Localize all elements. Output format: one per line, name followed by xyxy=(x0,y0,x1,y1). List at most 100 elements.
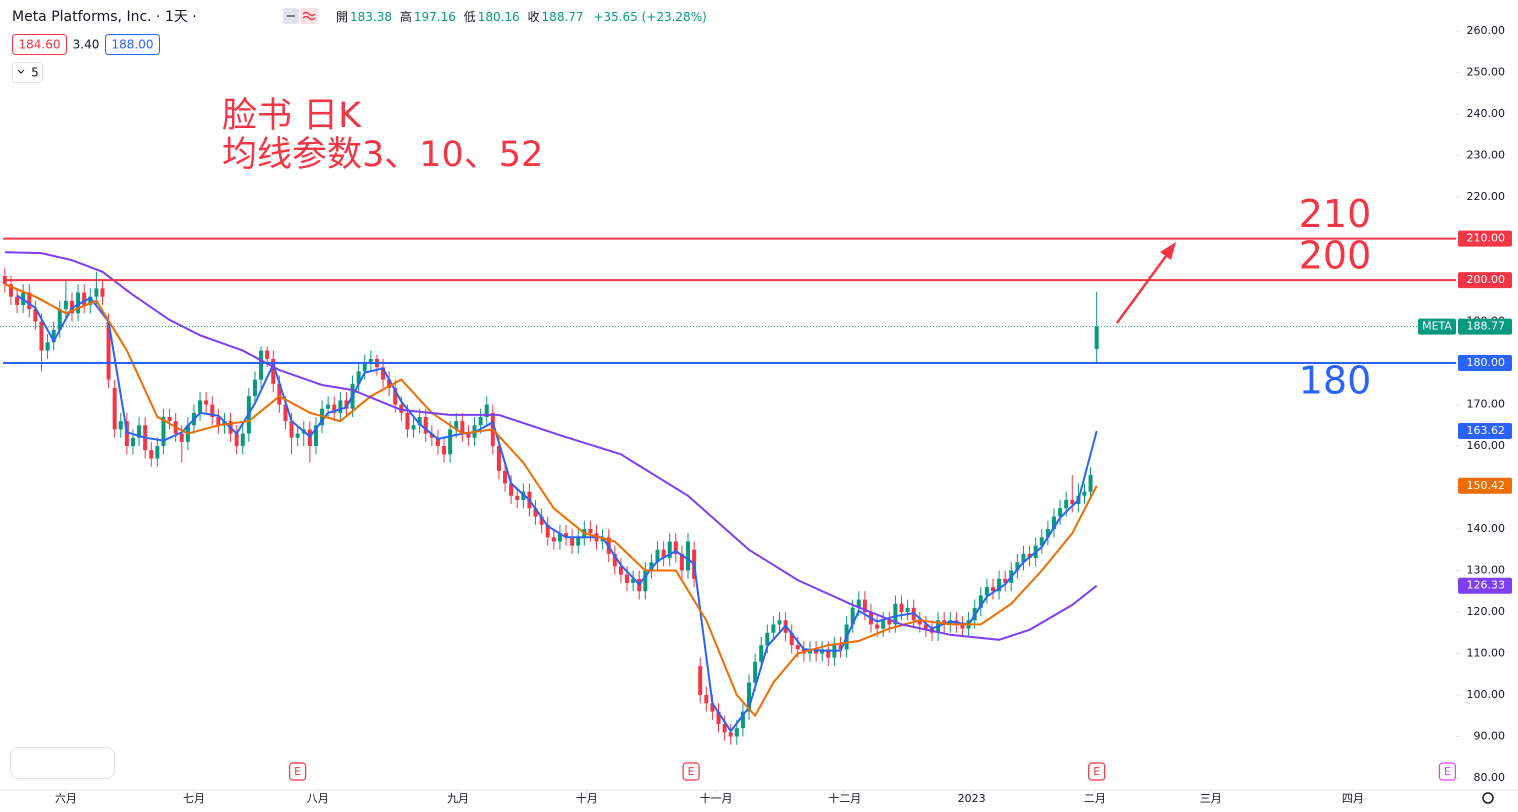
candle-body xyxy=(252,379,257,397)
indicator-count: 5 xyxy=(31,66,39,80)
candle-body xyxy=(289,421,294,438)
candle-body xyxy=(710,703,715,712)
candle-body xyxy=(893,603,898,625)
symbol-box xyxy=(1418,318,1456,335)
candle-body xyxy=(728,732,733,737)
candle-body xyxy=(222,421,227,426)
candle-body xyxy=(503,470,508,484)
candle-body xyxy=(686,541,691,571)
y-tick-label: 260.00 xyxy=(1467,24,1506,37)
candle-body xyxy=(698,665,703,695)
candle-body xyxy=(747,682,752,712)
candle-body xyxy=(722,724,727,733)
candle-body xyxy=(557,533,562,542)
chevron xyxy=(17,69,25,74)
candle-body xyxy=(155,446,160,459)
ohlc-label: 收 xyxy=(528,10,540,24)
candle-body xyxy=(509,483,514,496)
x-tick-label: 十月 xyxy=(576,791,598,805)
candle-body xyxy=(82,292,87,305)
candle-body xyxy=(167,416,172,422)
bid: 184.60 xyxy=(19,38,61,52)
moving-average-line xyxy=(16,294,1098,733)
candle-body xyxy=(875,624,880,629)
settings-icon[interactable] xyxy=(1482,792,1494,804)
candle-body xyxy=(1021,553,1026,563)
candle-body xyxy=(1051,516,1056,530)
y-tick-label: 130.00 xyxy=(1467,564,1506,577)
candle-body xyxy=(106,321,111,380)
candle-body xyxy=(1039,537,1044,546)
y-tick-label: 90.00 xyxy=(1474,729,1506,742)
icon-button[interactable] xyxy=(300,8,318,24)
level-label-box xyxy=(1458,230,1512,247)
candle-body xyxy=(259,350,264,380)
candle-body xyxy=(765,632,770,646)
candle-body xyxy=(923,624,928,629)
candle-body xyxy=(51,329,56,343)
candle-body xyxy=(887,620,892,625)
earnings-label: E xyxy=(1093,765,1100,778)
candle-body xyxy=(326,404,331,409)
candle-body xyxy=(905,607,910,613)
arrow-head xyxy=(1160,242,1176,260)
candle-body xyxy=(27,292,32,310)
candle-body xyxy=(826,649,831,658)
candle-body xyxy=(1070,499,1075,505)
ohlc-value: 188.77 xyxy=(542,10,584,24)
change: +35.65 (+23.28%) xyxy=(593,10,706,24)
candle-body xyxy=(814,649,819,654)
candle-body xyxy=(484,404,489,417)
candle-body xyxy=(1058,508,1063,517)
candle-body xyxy=(423,416,428,434)
x-tick-label: 二月 xyxy=(1084,792,1106,805)
candle-body xyxy=(240,433,245,447)
x-tick-label: 十一月 xyxy=(700,791,733,805)
indicator-toggle[interactable] xyxy=(12,62,43,83)
candle-body xyxy=(795,645,800,650)
candle-body xyxy=(100,288,105,297)
candle-body xyxy=(277,383,282,405)
ma-label-box xyxy=(1458,577,1512,594)
candle-body xyxy=(789,632,794,646)
widget-box[interactable] xyxy=(10,747,115,779)
candle-body xyxy=(667,541,672,559)
candle-body xyxy=(1082,491,1087,496)
x-tick-label: 十二月 xyxy=(828,791,861,805)
candle-body xyxy=(564,533,569,538)
candle-body xyxy=(838,645,843,650)
ma-label: 126.33 xyxy=(1467,579,1506,592)
candle-body xyxy=(271,358,276,384)
candle-body xyxy=(661,549,666,559)
candle-body xyxy=(960,624,965,629)
candle-body xyxy=(612,553,617,567)
candle-body xyxy=(570,537,575,546)
last-price-box xyxy=(1458,318,1512,335)
arrow xyxy=(1115,255,1168,324)
plot-area xyxy=(0,237,1456,745)
candle-body xyxy=(1015,562,1020,571)
x-tick-label: 七月 xyxy=(183,792,205,805)
candle-body xyxy=(39,321,44,351)
candle-body xyxy=(759,645,764,662)
candle-body xyxy=(204,400,209,405)
y-tick-label: 160.00 xyxy=(1467,439,1506,452)
earnings-marker xyxy=(1088,762,1106,781)
labels: 80.00 90.00 100.00 110.00 120.00 130.00 140.00… xyxy=(55,24,1512,805)
annotation: 脸书 日K xyxy=(222,96,362,136)
ohlc-label: 開 xyxy=(336,10,348,24)
buy-button[interactable] xyxy=(105,34,160,55)
candle-body xyxy=(777,620,782,625)
candle-body xyxy=(643,570,648,592)
candle-body xyxy=(808,649,813,654)
candle-body xyxy=(387,379,392,388)
candle-body xyxy=(545,524,550,538)
candle-body xyxy=(990,587,995,592)
candle-body xyxy=(942,620,947,625)
spread: 3.40 xyxy=(73,38,100,52)
ohlc-label: 高 xyxy=(400,9,412,24)
candle-body xyxy=(411,425,416,430)
sell-button[interactable] xyxy=(12,34,67,55)
candle-body xyxy=(332,404,337,413)
candle-body xyxy=(63,300,68,310)
